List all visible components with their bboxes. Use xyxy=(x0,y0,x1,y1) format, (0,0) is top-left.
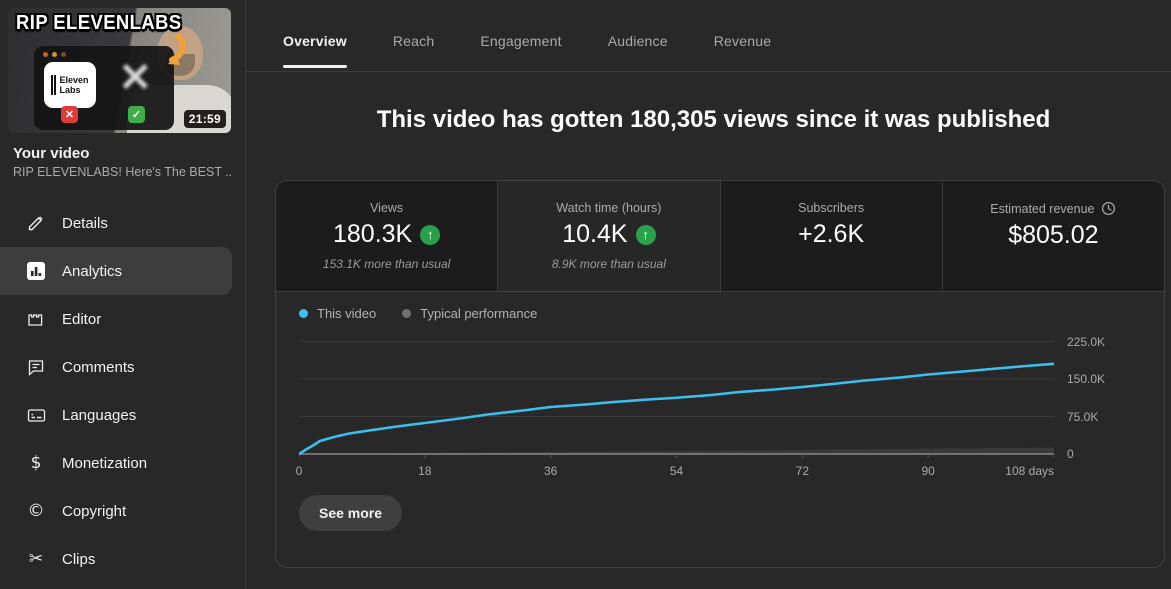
green-check-icon: ✓ xyxy=(128,106,145,123)
chart-section: This video Typical performance 225.0K 150… xyxy=(276,292,1164,531)
metric-card-estimated-revenue[interactable]: Estimated revenue $805.02 xyxy=(942,181,1164,291)
x-axis-tick-label: 54 xyxy=(669,464,684,478)
metric-label: Estimated revenue xyxy=(990,201,1095,216)
comment-icon xyxy=(26,357,46,377)
x-axis-labels: 0 18 36 54 72 90 108 days xyxy=(295,462,1054,480)
thumbnail-window-graphic: Eleven Labs ✕ ✕ ✓ xyxy=(34,46,174,130)
metric-card-views[interactable]: Views 180.3K ↑ 153.1K more than usual xyxy=(276,181,499,291)
video-thumbnail[interactable]: Eleven Labs ✕ ✕ ✓ RIP ELEVENLABS 21:59 xyxy=(8,8,231,133)
x-axis-tick-label: 18 xyxy=(418,464,432,478)
y-axis-labels: 225.0K 150.0K 75.0K 0 xyxy=(1054,329,1164,462)
performance-chart-svg[interactable] xyxy=(299,329,1054,459)
scissors-icon: ✂ xyxy=(28,549,44,569)
sidebar-item-analytics[interactable]: Analytics xyxy=(0,247,232,295)
x-axis-tick-label: 0 xyxy=(295,464,303,478)
views-comparison: 153.1K more than usual xyxy=(322,257,451,271)
subscribers-value: +2.6K xyxy=(798,220,865,248)
sidebar-item-languages[interactable]: Languages xyxy=(0,391,245,439)
sidebar-item-label: Details xyxy=(62,214,108,232)
sidebar-item-details[interactable]: Details xyxy=(0,199,245,247)
x-axis-tick-label: 72 xyxy=(795,464,810,478)
analytics-card: Views 180.3K ↑ 153.1K more than usual Wa… xyxy=(275,180,1165,568)
sidebar-nav: Details Analytics Editor Comments xyxy=(0,199,245,583)
bar-chart-icon xyxy=(26,261,46,281)
metric-label: Views xyxy=(370,201,404,215)
legend-dot-typical xyxy=(402,309,412,318)
red-x-icon: ✕ xyxy=(61,106,78,123)
watch-time-comparison: 8.9K more than usual xyxy=(551,257,666,271)
main-content: Overview Reach Engagement Audience Reven… xyxy=(246,0,1171,589)
sidebar-item-clips[interactable]: ✂ Clips xyxy=(0,535,245,583)
copyright-icon: © xyxy=(27,501,45,521)
revenue-value: $805.02 xyxy=(1008,221,1099,249)
pixelated-x-logo: ✕ xyxy=(118,56,152,100)
window-traffic-lights-icon xyxy=(43,52,66,57)
tab-engagement[interactable]: Engagement xyxy=(480,33,562,49)
chart-row: 225.0K 150.0K 75.0K 0 xyxy=(299,329,1164,462)
sidebar-item-label: Languages xyxy=(62,406,137,424)
sidebar-item-label: Copyright xyxy=(62,502,127,520)
analytics-tabbar: Overview Reach Engagement Audience Reven… xyxy=(246,0,1171,72)
dollar-icon: $ xyxy=(30,453,42,473)
x-axis-tick-label: 90 xyxy=(921,464,935,478)
x-axis-tick-label: 36 xyxy=(543,464,558,478)
metric-label: Subscribers xyxy=(798,201,865,215)
arrow-up-circle-icon: ↑ xyxy=(420,224,441,245)
y-axis-tick-label: 75.0K xyxy=(1067,409,1099,424)
editor-icon xyxy=(26,309,46,329)
metric-cards-row: Views 180.3K ↑ 153.1K more than usual Wa… xyxy=(276,181,1164,292)
legend-dot-this-video xyxy=(299,309,308,318)
tab-audience[interactable]: Audience xyxy=(607,33,668,49)
y-axis-tick-label: 0 xyxy=(1067,447,1074,461)
pencil-icon xyxy=(26,213,46,233)
y-axis-tick-label: 225.0K xyxy=(1067,334,1106,349)
sidebar-item-label: Analytics xyxy=(62,262,123,280)
subtitles-icon xyxy=(26,405,46,425)
sidebar-item-comments[interactable]: Comments xyxy=(0,343,245,391)
see-more-button[interactable]: See more xyxy=(299,495,403,531)
sidebar-item-label: Monetization xyxy=(62,454,148,472)
thumbnail-headline-text: RIP ELEVENLABS xyxy=(16,12,182,34)
watch-time-value: 10.4K xyxy=(562,220,628,248)
sidebar-item-label: Editor xyxy=(62,310,102,328)
metric-card-subscribers[interactable]: Subscribers +2.6K xyxy=(720,181,943,291)
y-axis-tick-label: 150.0K xyxy=(1067,372,1106,386)
orange-arrow-icon xyxy=(156,33,186,75)
x-axis-tick-label: 108 days xyxy=(1005,464,1054,478)
video-title: RIP ELEVENLABS! Here's The BEST ... xyxy=(13,165,233,179)
legend-this-video[interactable]: This video xyxy=(299,306,376,321)
metric-label: Watch time (hours) xyxy=(556,201,662,215)
views-headline: This video has gotten 180,305 views sinc… xyxy=(376,106,1051,133)
video-duration-badge: 21:59 xyxy=(183,110,226,128)
views-value: 180.3K xyxy=(333,220,413,248)
your-video-heading: Your video xyxy=(13,145,90,162)
clock-icon xyxy=(1101,201,1116,216)
arrow-up-circle-icon: ↑ xyxy=(635,224,656,245)
elevenlabs-logo: Eleven Labs xyxy=(44,62,96,108)
sidebar-item-monetization[interactable]: $ Monetization xyxy=(0,439,245,487)
sidebar-item-label: Comments xyxy=(62,358,135,376)
sidebar-item-label: Clips xyxy=(62,550,96,568)
metric-card-watch-time[interactable]: Watch time (hours) 10.4K ↑ 8.9K more tha… xyxy=(498,181,721,291)
tab-overview[interactable]: Overview xyxy=(283,33,347,71)
sidebar-item-copyright[interactable]: © Copyright xyxy=(0,487,245,535)
sidebar-item-editor[interactable]: Editor xyxy=(0,295,245,343)
elevenlabs-bars-icon xyxy=(51,75,57,95)
sidebar: Eleven Labs ✕ ✕ ✓ RIP ELEVENLABS 21:59 Yo… xyxy=(0,0,246,589)
legend-typical-performance[interactable]: Typical performance xyxy=(402,306,537,321)
tab-reach[interactable]: Reach xyxy=(392,33,435,49)
tab-revenue[interactable]: Revenue xyxy=(713,33,772,49)
chart-legend: This video Typical performance xyxy=(299,306,1164,321)
